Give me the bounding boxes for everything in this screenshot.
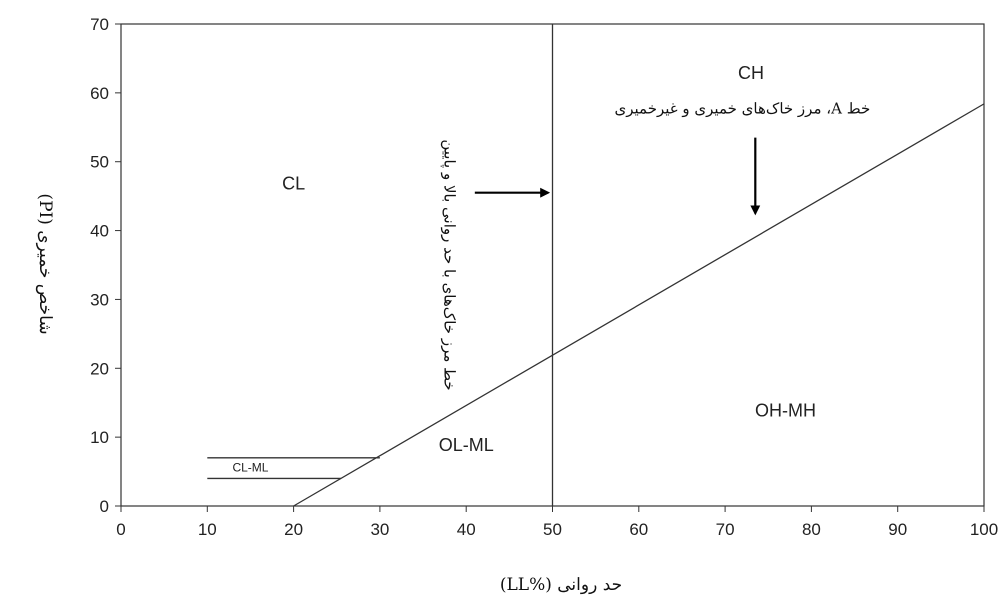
- annotation-ll-boundary: خط مرز خاک‌های با حد روانی بالا و پایین: [441, 139, 459, 390]
- x-tick-label: 90: [888, 520, 907, 539]
- y-tick-label: 30: [90, 290, 109, 309]
- y-tick-label: 70: [90, 15, 109, 34]
- y-tick-label: 20: [90, 359, 109, 378]
- x-tick-label: 70: [716, 520, 735, 539]
- x-tick-label: 50: [543, 520, 562, 539]
- y-tick-label: 0: [100, 497, 109, 516]
- x-tick-label: 0: [116, 520, 125, 539]
- x-tick-label: 20: [284, 520, 303, 539]
- region-label-cl-ml: CL-ML: [232, 461, 268, 475]
- x-tick-label: 80: [802, 520, 821, 539]
- x-tick-label: 100: [970, 520, 998, 539]
- annotation-a-line: خط A، مرز خاک‌های خمیری و غیرخمیری: [615, 100, 871, 118]
- x-tick-label: 10: [198, 520, 217, 539]
- x-tick-label: 30: [370, 520, 389, 539]
- x-tick-label: 60: [629, 520, 648, 539]
- x-axis-title: حد روانی (%LL): [500, 575, 622, 595]
- region-label-ch: CH: [738, 63, 764, 83]
- y-tick-label: 50: [90, 153, 109, 172]
- y-tick-label: 40: [90, 222, 109, 241]
- y-axis-title: شاخص خمیری (PI): [35, 193, 55, 334]
- x-tick-label: 40: [457, 520, 476, 539]
- y-tick-label: 60: [90, 84, 109, 103]
- a-line-line: [293, 103, 985, 507]
- region-label-ol-ml: OL-ML: [439, 435, 494, 455]
- region-label-cl: CL: [282, 173, 305, 193]
- region-label-oh-mh: OH-MH: [755, 400, 816, 420]
- y-tick-label: 10: [90, 428, 109, 447]
